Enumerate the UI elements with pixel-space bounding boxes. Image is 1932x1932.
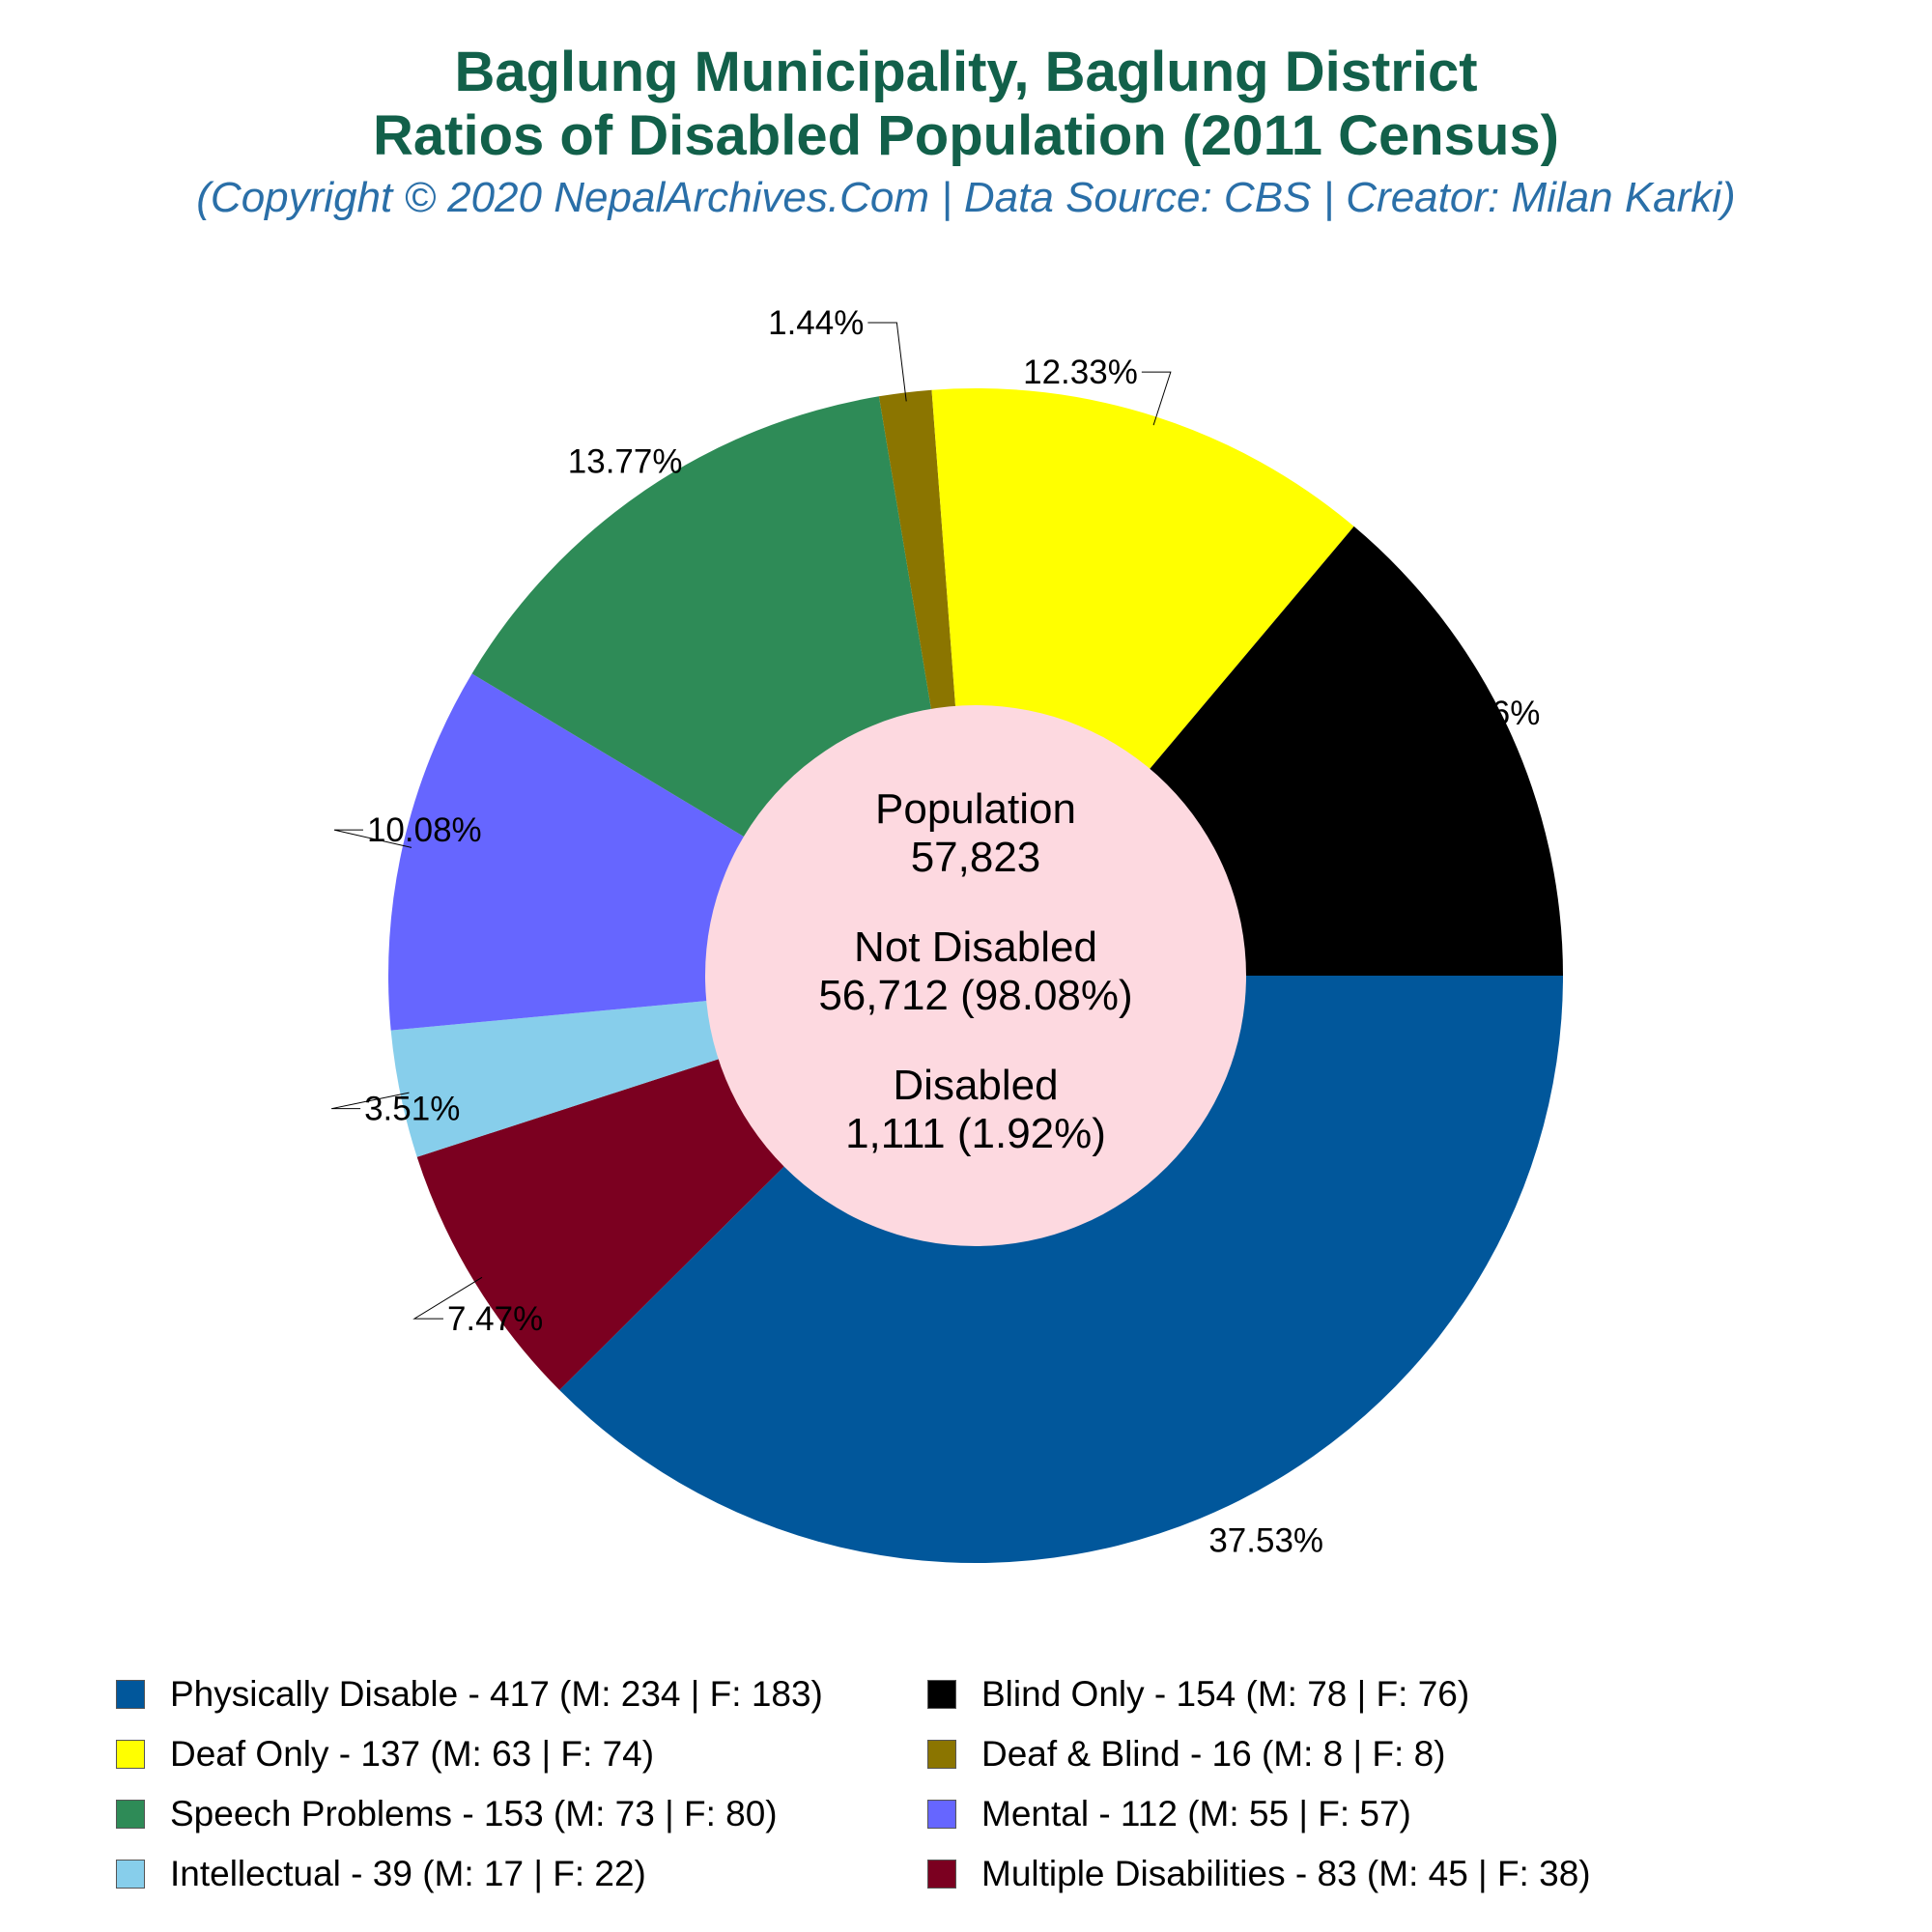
center-disc	[705, 705, 1246, 1246]
legend-swatch	[116, 1740, 145, 1769]
leader-line	[867, 322, 907, 402]
legend-label: Multiple Disabilities - 83 (M: 45 | F: 3…	[981, 1854, 1591, 1893]
chart-title-line1: Baglung Municipality, Baglung District	[454, 41, 1478, 103]
leader-line-group	[331, 322, 1172, 1320]
legend-item: Deaf Only - 137 (M: 63 | F: 74)	[116, 1729, 654, 1779]
legend-item: Multiple Disabilities - 83 (M: 45 | F: 3…	[927, 1849, 1591, 1899]
leader-line	[333, 829, 412, 848]
legend-item: Intellectual - 39 (M: 17 | F: 22)	[116, 1849, 646, 1899]
legend-label: Blind Only - 154 (M: 78 | F: 76)	[981, 1674, 1470, 1714]
leader-line	[412, 1276, 483, 1320]
percent-label: 13.77%	[568, 442, 683, 480]
percent-label: 7.47%	[447, 1300, 543, 1338]
legend-item: Speech Problems - 153 (M: 73 | F: 80)	[116, 1789, 778, 1839]
legend-item: Deaf & Blind - 16 (M: 8 | F: 8)	[927, 1729, 1446, 1779]
legend-label: Deaf & Blind - 16 (M: 8 | F: 8)	[981, 1734, 1446, 1774]
legend-label: Mental - 112 (M: 55 | F: 57)	[981, 1794, 1411, 1833]
legend-label: Intellectual - 39 (M: 17 | F: 22)	[170, 1854, 646, 1893]
percent-label: 1.44%	[768, 304, 864, 342]
legend-swatch	[927, 1740, 956, 1769]
center-population-label: Population	[875, 785, 1076, 833]
legend-swatch	[116, 1680, 145, 1709]
center-summary: Population 57,823 Not Disabled 56,712 (9…	[818, 785, 1132, 1157]
percent-label: 12.33%	[1023, 354, 1138, 391]
leader-line	[331, 1092, 410, 1110]
center-population-value: 57,823	[911, 834, 1041, 881]
percent-label: 13.86%	[1426, 695, 1541, 732]
legend-label: Physically Disable - 417 (M: 234 | F: 18…	[170, 1674, 823, 1714]
leader-line	[1141, 371, 1172, 426]
center-disabled-label: Disabled	[893, 1062, 1058, 1109]
legend-label: Speech Problems - 153 (M: 73 | F: 80)	[170, 1794, 778, 1833]
legend-swatch	[116, 1860, 145, 1889]
legend-item: Physically Disable - 417 (M: 234 | F: 18…	[116, 1669, 823, 1719]
percent-label: 37.53%	[1208, 1521, 1323, 1559]
legend-item: Mental - 112 (M: 55 | F: 57)	[927, 1789, 1411, 1839]
pie-slice	[559, 976, 1564, 1564]
legend-swatch	[927, 1860, 956, 1889]
percent-label: 3.51%	[364, 1091, 460, 1128]
legend-label: Deaf Only - 137 (M: 63 | F: 74)	[170, 1734, 655, 1774]
legend-swatch	[116, 1800, 145, 1829]
legend-item: Blind Only - 154 (M: 78 | F: 76)	[927, 1669, 1469, 1719]
center-not-disabled-label: Not Disabled	[854, 923, 1097, 971]
legend-swatch	[927, 1680, 956, 1709]
center-not-disabled-value: 56,712 (98.08%)	[818, 972, 1132, 1019]
percent-label: 10.08%	[367, 811, 482, 849]
percent-label-group: 37.53% 7.47% 3.51% 10.08% 13.77% 1.44% 12.33% 1…	[364, 304, 1540, 1559]
center-disabled-value: 1,111 (1.92%)	[845, 1110, 1106, 1157]
chart-subtitle: (Copyright © 2020 NepalArchives.Com | Da…	[196, 174, 1736, 221]
legend-swatch	[927, 1800, 956, 1829]
donut-chart: 37.53% 7.47% 3.51% 10.08% 13.77% 1.44% 12.33% 1…	[331, 304, 1564, 1564]
legend: Physically Disable - 417 (M: 234 | F: 18…	[0, 1669, 1932, 1920]
chart-title-line2: Ratios of Disabled Population (2011 Cens…	[373, 104, 1559, 167]
